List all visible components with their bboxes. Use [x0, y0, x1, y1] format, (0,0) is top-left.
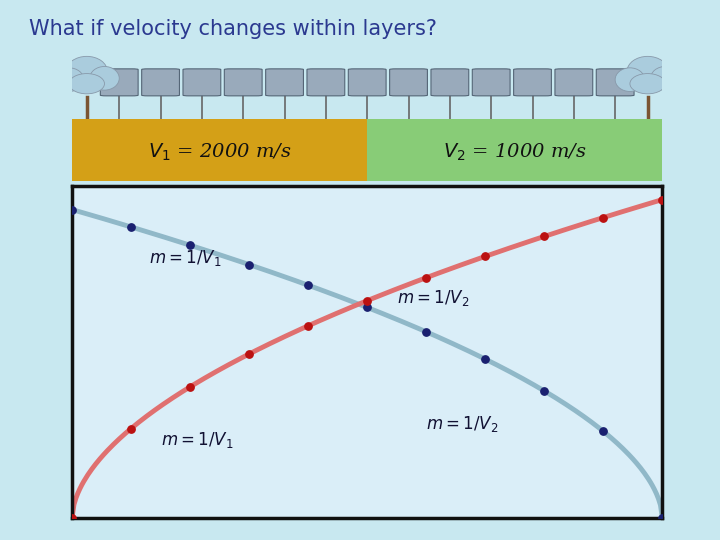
FancyBboxPatch shape	[307, 69, 345, 96]
Point	[125, 424, 137, 433]
Point	[66, 514, 78, 523]
FancyBboxPatch shape	[225, 69, 262, 96]
FancyBboxPatch shape	[183, 69, 221, 96]
Point	[657, 514, 668, 523]
Ellipse shape	[630, 73, 665, 94]
Point	[302, 321, 314, 330]
Ellipse shape	[69, 73, 104, 94]
FancyBboxPatch shape	[142, 69, 179, 96]
Point	[125, 222, 137, 231]
Point	[420, 327, 432, 336]
FancyBboxPatch shape	[513, 69, 552, 96]
Point	[657, 195, 668, 204]
FancyBboxPatch shape	[472, 69, 510, 96]
Text: $m = 1/V_1$: $m = 1/V_1$	[161, 430, 233, 450]
Bar	[367, 119, 662, 181]
FancyBboxPatch shape	[390, 69, 428, 96]
Point	[598, 213, 609, 222]
Point	[243, 260, 255, 269]
Point	[598, 427, 609, 436]
Point	[361, 303, 373, 312]
Text: $m = 1/V_2$: $m = 1/V_2$	[426, 414, 499, 434]
FancyBboxPatch shape	[100, 69, 138, 96]
Point	[361, 296, 373, 305]
Point	[243, 350, 255, 359]
FancyBboxPatch shape	[555, 69, 593, 96]
Point	[66, 205, 78, 214]
Ellipse shape	[615, 68, 644, 91]
Point	[539, 232, 550, 241]
Point	[184, 241, 196, 249]
Text: $V_2$ = 1000 m/s: $V_2$ = 1000 m/s	[443, 141, 587, 163]
Point	[539, 387, 550, 395]
Text: $m = 1/V_1$: $m = 1/V_1$	[149, 248, 221, 268]
Point	[302, 281, 314, 289]
Ellipse shape	[651, 66, 680, 90]
Ellipse shape	[627, 56, 668, 87]
Ellipse shape	[54, 68, 84, 91]
Point	[420, 273, 432, 282]
Ellipse shape	[66, 56, 107, 87]
Text: $V_1$ = 2000 m/s: $V_1$ = 2000 m/s	[148, 141, 292, 163]
Text: $m = 1/V_2$: $m = 1/V_2$	[397, 287, 469, 308]
Point	[480, 252, 491, 261]
FancyBboxPatch shape	[431, 69, 469, 96]
Bar	[72, 119, 367, 181]
FancyBboxPatch shape	[266, 69, 303, 96]
Text: What if velocity changes within layers?: What if velocity changes within layers?	[29, 19, 437, 39]
Point	[184, 382, 196, 391]
Ellipse shape	[90, 66, 120, 90]
FancyBboxPatch shape	[348, 69, 386, 96]
FancyBboxPatch shape	[596, 69, 634, 96]
Point	[480, 355, 491, 363]
